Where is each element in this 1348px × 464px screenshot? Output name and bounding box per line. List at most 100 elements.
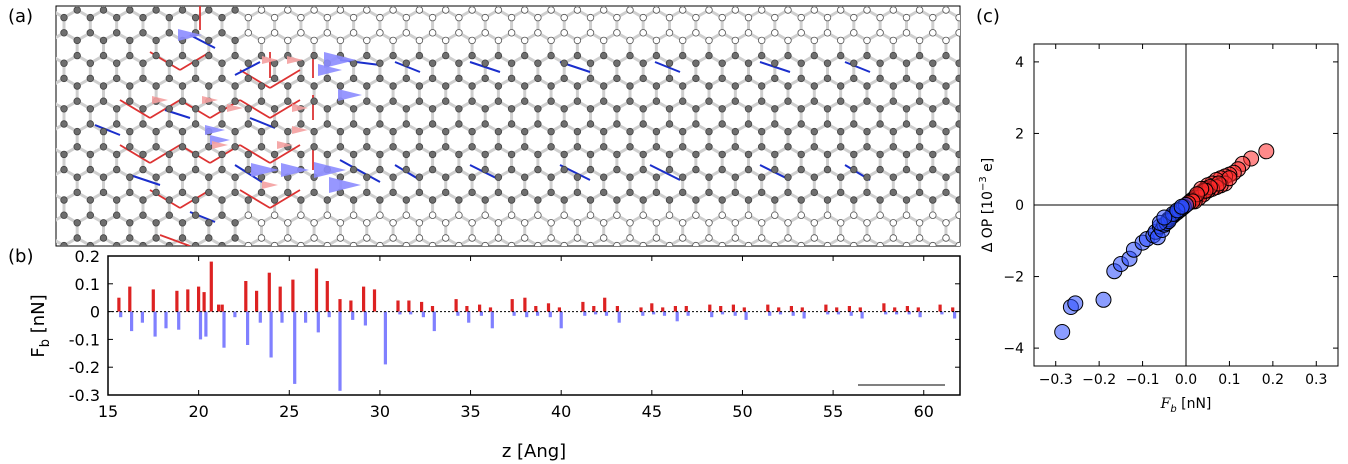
positive-bar [454,299,458,312]
lattice-atom [797,29,805,37]
lattice-bond [854,261,867,269]
panel-label-a: (a) [8,6,33,27]
lattice-atom [191,165,200,174]
lattice-atom [560,150,568,159]
lattice-bond [103,261,116,269]
lattice-atom [718,74,726,83]
lattice-atom [521,173,529,181]
lattice-atom [929,120,937,128]
lattice-atom [652,219,661,227]
lattice-atom [191,105,200,113]
positive-bar [478,304,482,312]
lattice-bond [958,213,960,218]
lattice-atom [613,150,621,159]
lattice-atom [521,219,529,227]
positive-bar [465,306,469,312]
lattice-atom [99,6,108,14]
lattice-bond [25,33,38,41]
lattice-atom [942,36,950,45]
lattice-atom [297,29,305,37]
lattice-atom [586,241,595,246]
lattice-bond [749,284,762,292]
lattice-atom [297,13,305,22]
lattice-atom [810,97,818,105]
lattice-atom [744,74,753,83]
lattice-atom [679,219,687,227]
lattice-atom [468,51,476,60]
lattice-atom [876,165,884,174]
lattice-atom [415,36,424,45]
lattice-bond [51,261,64,269]
lattice-atom [600,265,607,272]
lattice-atom [929,59,937,67]
lattice-bond [958,106,960,111]
lattice-atom [376,13,384,22]
lattice-atom [942,219,950,227]
lattice-atom [916,280,923,287]
lattice-atom [231,188,239,197]
lattice-atom [349,211,358,219]
lattice-atom [389,188,397,197]
lattice-atom [943,280,950,287]
lattice-bond [958,197,960,202]
lattice-bond [103,284,116,292]
force-arrow [152,96,168,104]
lattice-atom [731,82,739,90]
lattice-atom [600,280,607,287]
lattice-atom [930,258,937,265]
lattice-atom [876,74,884,83]
lattice-atom [876,241,884,246]
lattice-atom [363,173,371,181]
lattice-atom [1022,235,1029,242]
blue-point [1095,291,1112,308]
negative-bar [258,311,262,323]
lattice-atom [244,105,252,113]
lattice-atom [784,127,792,136]
lattice-atom [165,13,173,22]
lattice-atom [995,52,1002,59]
bar-y-tick-label: -0.3 [69,386,100,405]
lattice-atom [494,97,503,105]
lattice-atom [112,120,121,128]
lattice-atom [626,234,634,242]
lattice-atom [613,74,621,83]
positive-bar [362,286,366,312]
lattice-atom [60,74,68,83]
lattice-atom [652,143,661,151]
lattice-atom [652,36,661,45]
lattice-bond [906,261,919,269]
lattice-atom [442,188,450,197]
lattice-atom [231,219,239,227]
lattice-atom [902,196,911,204]
lattice-atom [442,97,450,105]
lattice-atom [402,196,410,204]
red-bond [239,99,271,119]
lattice-atom [455,150,463,159]
lattice-bond [775,284,788,292]
lattice-atom [560,59,568,67]
lattice-atom [534,196,542,204]
positive-bar [615,306,619,312]
lattice-atom [73,127,81,136]
lattice-atom [679,127,687,136]
force-arrow [277,141,293,149]
scatter-y-tick-label: 4 [1015,55,1024,71]
lattice-atom [494,234,503,242]
lattice-atom [640,258,647,265]
lattice-atom [482,258,489,265]
lattice-atom [547,234,555,242]
force-arrow [262,56,278,64]
lattice-atom [112,74,121,83]
lattice-bond [841,284,854,292]
lattice-atom [34,75,41,82]
lattice-atom [679,280,686,287]
lattice-atom [969,280,976,287]
lattice-atom [231,82,239,90]
lattice-atom [126,234,134,242]
lattice-atom [652,51,661,60]
lattice-atom [468,219,476,227]
lattice-bond [459,284,472,292]
lattice-atom [797,241,805,246]
lattice-bond [972,78,985,86]
negative-bar [130,311,134,332]
